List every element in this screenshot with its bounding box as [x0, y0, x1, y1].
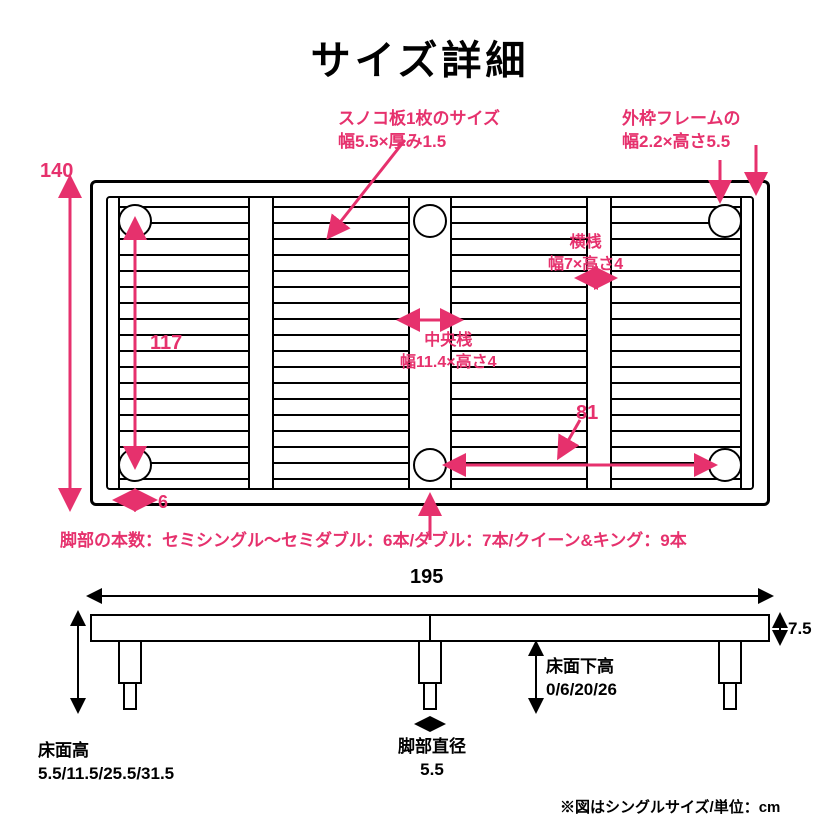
leg-count-note: 脚部の本数：セミシングル〜セミダブル：6本/ダブル：7本/クイーン&キング：9本 — [60, 530, 687, 553]
frame-note-dims: 幅2.2×高さ5.5 — [622, 132, 730, 151]
leg-circle — [118, 204, 152, 238]
side-leg — [118, 642, 142, 684]
cross-title: 横桟 — [570, 234, 602, 251]
sideview-diagram — [90, 600, 770, 720]
center-note: 中央桟 幅11.4×高さ4 — [400, 330, 497, 373]
center-dims: 幅11.4×高さ4 — [400, 354, 497, 371]
side-leg — [718, 642, 742, 684]
leg-circle — [708, 204, 742, 238]
leg-circle — [413, 204, 447, 238]
floor-height-title: 床面高 — [38, 741, 89, 760]
side-leg — [418, 642, 442, 684]
footnote: ※図はシングルサイズ/単位：cm — [560, 798, 780, 818]
rail-depth-label: 7.5 — [788, 618, 812, 641]
floor-height-values: 5.5/11.5/25.5/31.5 — [38, 764, 174, 783]
cross-dims: 幅7×高さ4 — [548, 256, 623, 273]
page-title: サイズ詳細 — [0, 28, 840, 86]
under-title: 床面下高 — [546, 657, 614, 676]
cross-note: 横桟 幅7×高さ4 — [548, 232, 623, 275]
legspan-h-label: 81 — [576, 400, 598, 427]
edge-rail-left — [108, 198, 120, 488]
slat-note: スノコ板1枚のサイズ 幅5.5×厚み1.5 — [338, 108, 500, 154]
leg-diameter-note: 脚部直径 5.5 — [398, 736, 466, 782]
slat-note-title: スノコ板1枚のサイズ — [338, 109, 500, 128]
cross-bar-left — [248, 198, 274, 488]
leg-diameter-label: 6 — [158, 490, 168, 514]
leg-diam-title: 脚部直径 — [398, 737, 466, 756]
legspan-v-label: 117 — [150, 330, 182, 357]
leg-circle — [413, 448, 447, 482]
width-label: 140 — [40, 158, 73, 185]
leg-circle — [118, 448, 152, 482]
edge-rail-right — [740, 198, 752, 488]
length-label: 195 — [410, 564, 443, 591]
floor-height-note: 床面高 5.5/11.5/25.5/31.5 — [38, 740, 174, 786]
center-title: 中央桟 — [424, 332, 472, 349]
under-height-note: 床面下高 0/6/20/26 — [546, 656, 617, 702]
frame-note-title: 外枠フレームの — [622, 109, 741, 128]
frame-note: 外枠フレームの 幅2.2×高さ5.5 — [622, 108, 741, 154]
under-values: 0/6/20/26 — [546, 680, 617, 699]
leg-diam-value: 5.5 — [420, 760, 444, 779]
slat-note-dims: 幅5.5×厚み1.5 — [338, 132, 446, 151]
side-mid-split — [429, 614, 431, 642]
leg-circle — [708, 448, 742, 482]
